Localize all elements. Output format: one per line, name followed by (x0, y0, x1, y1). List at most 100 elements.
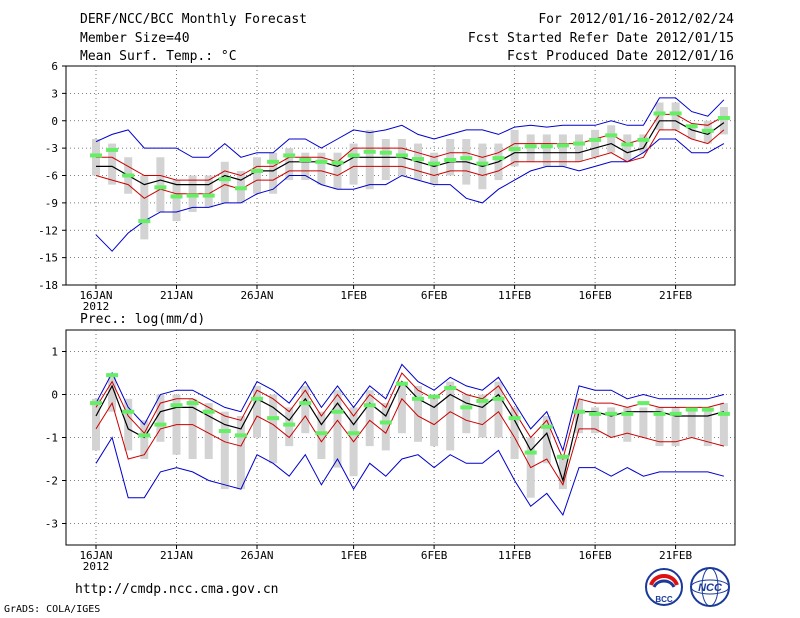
series-ensemble-mean (95, 380, 725, 483)
observed-marker (90, 401, 102, 406)
observed-marker (379, 150, 392, 155)
member-box (719, 403, 728, 447)
start-date: Fcst Started Refer Date 2012/01/15 (467, 31, 734, 46)
member-size: Member Size=40 (80, 31, 190, 46)
variable-label: Mean Surf. Temp.: °C (80, 49, 237, 64)
observed-marker (122, 409, 135, 414)
observed-marker (267, 159, 280, 164)
member-box (558, 134, 567, 167)
member-box (156, 157, 165, 212)
observed-marker (170, 403, 183, 408)
observed-marker (283, 422, 296, 427)
x-tick-label: 6FEB (421, 549, 448, 562)
observed-marker (605, 133, 618, 138)
y-tick-label: -12 (38, 224, 58, 237)
member-box (301, 385, 310, 434)
observed-marker (573, 141, 585, 146)
observed-marker (202, 409, 215, 414)
x-tick-label: 21FEB (659, 289, 692, 302)
bcc-logo: BCC (645, 568, 683, 606)
member-box (188, 398, 197, 459)
observed-marker (637, 137, 650, 142)
member-box (639, 134, 648, 153)
member-box (140, 175, 149, 240)
bcc-logo-text: BCC (655, 595, 673, 604)
observed-marker (395, 381, 408, 386)
observed-marker (524, 144, 537, 149)
observed-marker (347, 431, 360, 436)
series-std-upper (96, 113, 725, 181)
member-box (591, 129, 600, 158)
observed-marker (315, 159, 328, 164)
y-tick-label: -6 (45, 170, 58, 183)
y-tick-label: -15 (38, 252, 58, 265)
observed-marker (331, 160, 344, 165)
observed-marker (234, 186, 247, 191)
member-box (220, 161, 229, 203)
member-box (430, 152, 439, 185)
y-tick-label: 0 (51, 115, 58, 128)
y-tick-label: 6 (51, 60, 58, 73)
member-box (269, 152, 278, 194)
series-spread-max (95, 363, 725, 452)
member-box (607, 125, 616, 153)
y-tick-label: -2 (45, 475, 58, 488)
produced-date: Fcst Produced Date 2012/01/16 (507, 49, 734, 64)
member-box (494, 381, 503, 438)
member-box (607, 407, 616, 438)
member-box (655, 407, 664, 447)
observed-marker (315, 431, 328, 436)
grads-credit: GrADS: COLA/IGES (4, 604, 101, 615)
forecast-period: For 2012/01/16-2012/02/24 (538, 12, 734, 27)
member-box (108, 143, 117, 185)
observed-marker (701, 128, 714, 133)
observed-marker (573, 409, 585, 414)
member-box (285, 407, 294, 447)
observed-marker (412, 157, 424, 162)
member-box (687, 125, 696, 139)
series-std-lower (95, 129, 725, 199)
member-box (575, 134, 583, 162)
observed-marker (331, 409, 344, 414)
member-box (623, 407, 632, 442)
observed-marker (363, 149, 376, 154)
member-box (301, 152, 310, 181)
member-box (655, 102, 664, 130)
observed-marker (106, 147, 119, 152)
observed-marker (299, 157, 312, 162)
y-tick-label: -3 (45, 142, 58, 155)
x-tick-label: 11FEB (498, 549, 531, 562)
source-url[interactable]: http://cmdp.ncc.cma.gov.cn (75, 582, 279, 597)
observed-marker (508, 147, 521, 152)
observed-marker (106, 373, 119, 378)
observed-marker (428, 161, 441, 166)
member-box (381, 139, 390, 181)
x-tick-label: 16JAN (79, 549, 112, 562)
y-tick-label: 3 (51, 87, 58, 100)
x-tick-label: 1FEB (340, 289, 367, 302)
observed-marker (460, 405, 473, 410)
series-std-upper (95, 372, 725, 461)
panel-title: Prec.: log(mm/d) (80, 312, 205, 327)
x-tick-label: 1FEB (340, 549, 367, 562)
member-box (365, 129, 374, 190)
member-box (671, 407, 680, 447)
x-tick-label: 26JAN (240, 549, 273, 562)
observed-marker (637, 401, 650, 406)
member-box (140, 420, 149, 459)
x-tick-label: 16JAN (79, 289, 112, 302)
member-box (462, 394, 471, 434)
observed-marker (154, 422, 167, 427)
observed-marker (540, 424, 553, 429)
observed-marker (428, 394, 441, 399)
member-box (269, 394, 278, 464)
member-box (623, 134, 632, 162)
member-box (575, 398, 583, 434)
y-tick-label: -3 (45, 518, 58, 531)
member-box (703, 407, 712, 447)
observed-marker (476, 398, 489, 403)
observed-marker (685, 407, 698, 412)
